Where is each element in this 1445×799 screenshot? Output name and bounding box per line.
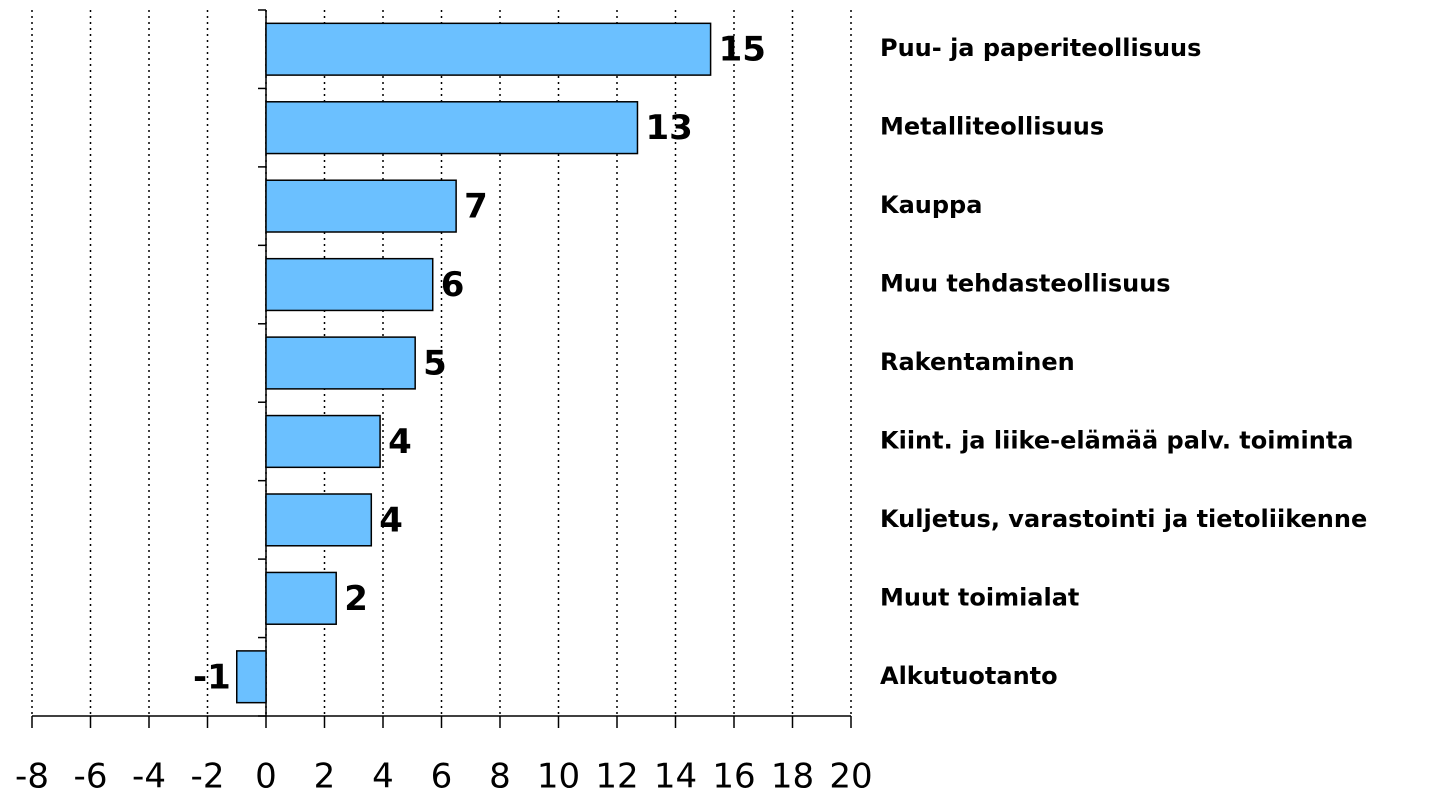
bar: [265, 493, 373, 547]
x-tick-label: 2: [314, 757, 336, 797]
x-tick-label: 12: [595, 757, 638, 797]
x-tick-label: 6: [431, 757, 453, 797]
x-tick-label: -2: [191, 757, 225, 797]
value-label: 4: [388, 422, 412, 462]
value-label: 7: [464, 187, 488, 227]
x-tick-label: 0: [255, 757, 277, 797]
value-label: 5: [423, 344, 447, 384]
value-label: 15: [719, 30, 766, 70]
category-label: Metalliteollisuus: [880, 113, 1104, 141]
category-label: Alkutuotanto: [880, 662, 1058, 690]
x-tick-label: -8: [15, 757, 49, 797]
bar: [265, 22, 712, 76]
category-label: Kauppa: [880, 191, 982, 219]
bar: [265, 571, 337, 625]
x-tick-label: 8: [489, 757, 511, 797]
bar: [265, 179, 457, 233]
bar: [265, 257, 434, 312]
x-tick-label: 18: [771, 757, 814, 797]
category-label: Muut toimialat: [880, 583, 1079, 611]
category-label: Kuljetus, varastointi ja tietoliikenne: [880, 505, 1367, 533]
x-tick-label: -4: [132, 757, 166, 797]
category-label: Muu tehdasteollisuus: [880, 270, 1171, 298]
bar: [236, 650, 267, 704]
bar: [265, 414, 381, 469]
value-label: 6: [441, 265, 465, 305]
x-tick-label: 16: [712, 757, 755, 797]
x-tick-label: 10: [537, 757, 580, 797]
x-tick-label: 20: [829, 757, 872, 797]
bar: [265, 101, 639, 155]
value-label: 13: [645, 108, 692, 148]
x-tick-label: 4: [372, 757, 394, 797]
value-label: -1: [193, 657, 231, 697]
value-label: 2: [344, 579, 368, 619]
category-label: Kiint. ja liike-elämää palv. toiminta: [880, 426, 1353, 454]
category-label: Rakentaminen: [880, 348, 1075, 376]
bar: [265, 336, 416, 390]
category-label: Puu- ja paperiteollisuus: [880, 34, 1201, 62]
x-tick-label: 14: [654, 757, 697, 797]
value-label: 4: [379, 500, 403, 540]
x-tick-label: -6: [74, 757, 108, 797]
